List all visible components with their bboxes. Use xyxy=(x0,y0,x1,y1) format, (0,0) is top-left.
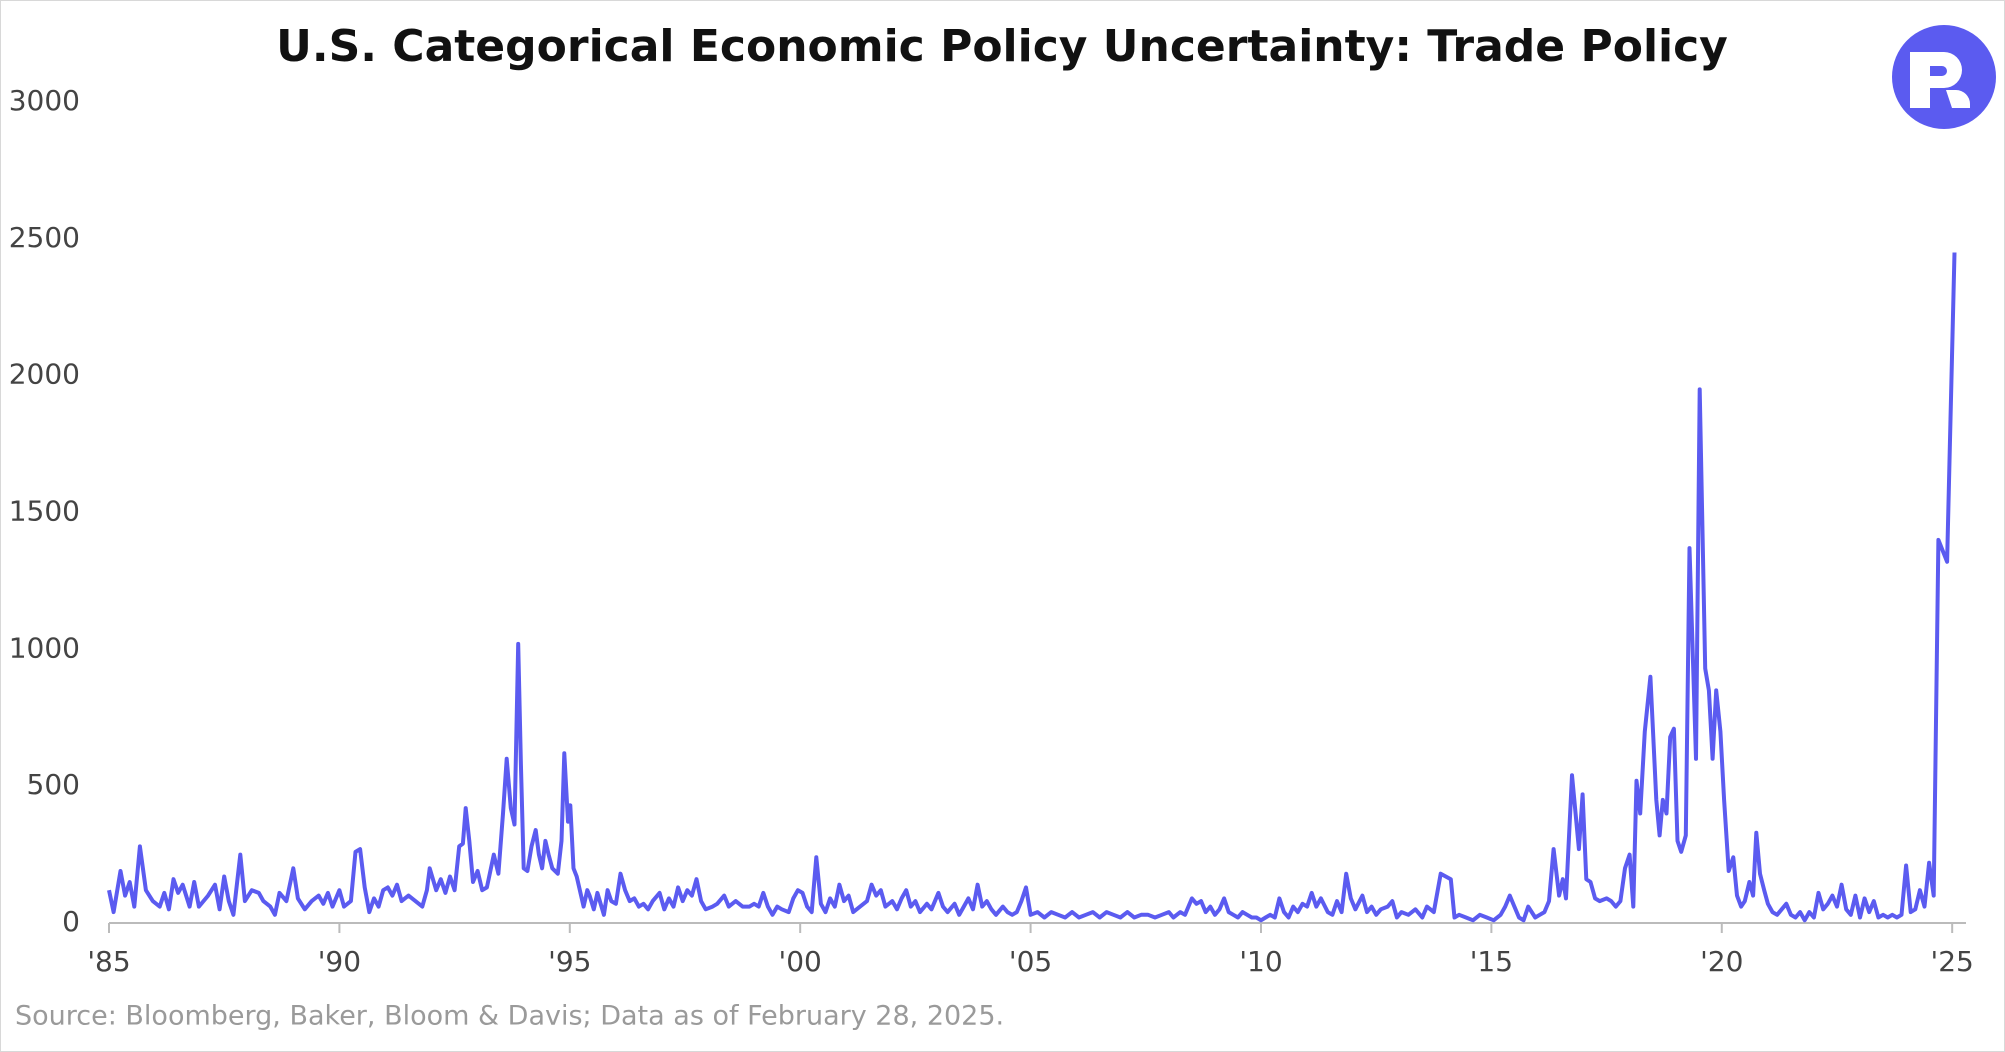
x-tick-label: '85 xyxy=(87,945,130,978)
x-tick-label: '10 xyxy=(1239,945,1282,978)
y-tick-label: 2500 xyxy=(9,221,80,254)
x-tick-label: '90 xyxy=(318,945,361,978)
source-note: Source: Bloomberg, Baker, Bloom & Davis;… xyxy=(15,1001,1004,1032)
x-tick-label: '95 xyxy=(548,945,591,978)
x-tick-label: '00 xyxy=(779,945,822,978)
logo xyxy=(1892,25,1996,129)
x-tick-label: '05 xyxy=(1009,945,1052,978)
chart-title: U.S. Categorical Economic Policy Uncerta… xyxy=(276,21,1728,72)
y-tick-label: 0 xyxy=(62,905,80,938)
x-tick-label: '15 xyxy=(1470,945,1513,978)
logo-mark xyxy=(1910,52,1970,108)
y-tick-label: 500 xyxy=(27,768,80,801)
y-tick-label: 2000 xyxy=(9,358,80,391)
y-tick-label: 1500 xyxy=(9,495,80,528)
y-tick-label: 1000 xyxy=(9,631,80,664)
x-tick-label: '25 xyxy=(1931,945,1974,978)
data-line xyxy=(107,252,1957,923)
y-tick-label: 3000 xyxy=(9,84,80,117)
x-tick-label: '20 xyxy=(1700,945,1743,978)
